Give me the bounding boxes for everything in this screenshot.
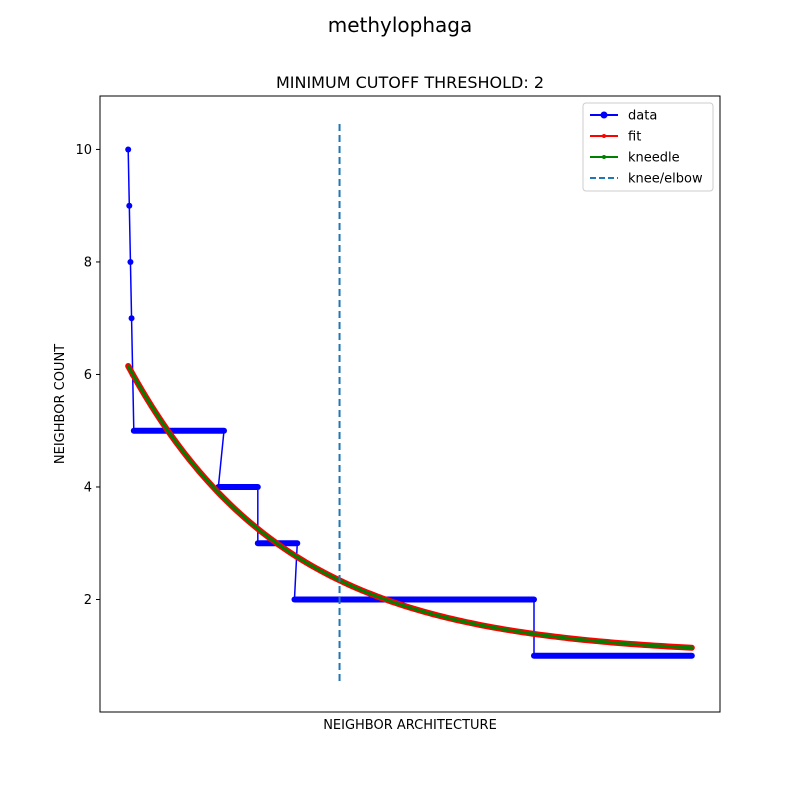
legend-label: data	[628, 109, 657, 124]
kneedle-series-line	[126, 364, 694, 650]
chart-title: MINIMUM CUTOFF THRESHOLD: 2	[276, 73, 544, 92]
legend-marker	[600, 111, 608, 119]
x-axis-label: NEIGHBOR ARCHITECTURE	[323, 718, 497, 733]
legend-marker	[602, 134, 606, 138]
data-series-line	[127, 149, 692, 657]
figure-suptitle: methylophaga	[328, 13, 473, 37]
legend-label: fit	[628, 130, 641, 145]
y-tick-label: 4	[84, 480, 92, 495]
y-axis-label: NEIGHBOR COUNT	[53, 344, 68, 464]
y-tick-label: 6	[84, 368, 92, 383]
legend-box	[582, 102, 714, 192]
legend: data fit kneedle knee/elbow	[582, 102, 714, 192]
legend-label: knee/elbow	[628, 172, 703, 187]
y-tick-label: 2	[84, 593, 92, 608]
legend-marker	[602, 155, 606, 159]
y-tick-label: 10	[75, 143, 92, 158]
y-tick-label: 8	[84, 255, 92, 270]
y-axis-ticks: 2 4 6 8 10	[75, 143, 100, 608]
plot-area	[125, 124, 695, 684]
fit-series-line	[125, 363, 695, 651]
legend-label: kneedle	[628, 151, 680, 166]
axes-frame	[99, 95, 721, 713]
